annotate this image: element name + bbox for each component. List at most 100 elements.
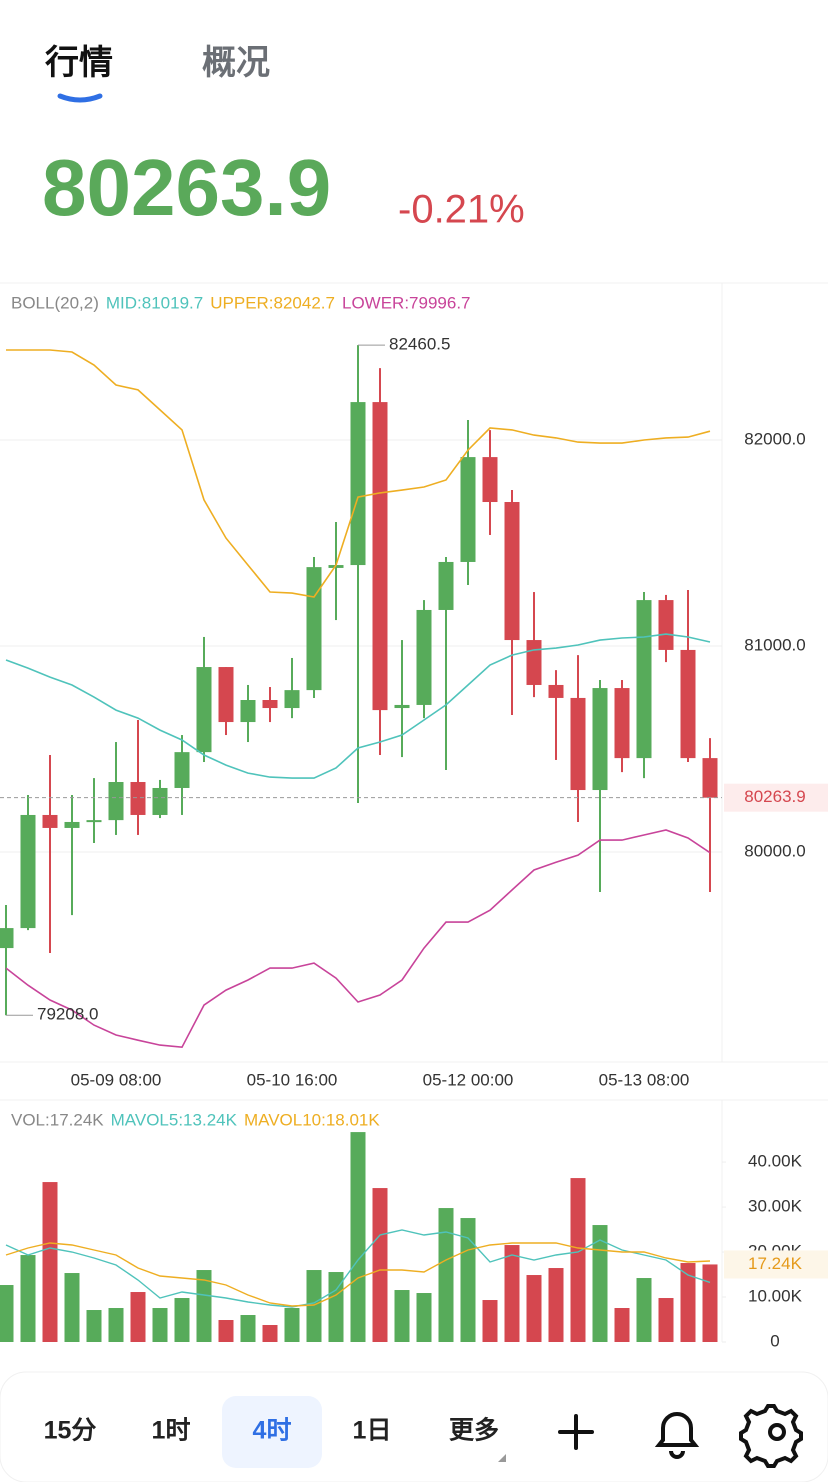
candle-body xyxy=(702,758,718,798)
indicator-line xyxy=(6,349,711,598)
volume-bar xyxy=(504,1245,520,1342)
y-tick-label: 40.00K xyxy=(748,1152,803,1171)
volume-ma-line xyxy=(5,1242,711,1307)
candle-body xyxy=(284,690,300,709)
legend-entry: VOL:17.24K xyxy=(11,1110,104,1129)
volume-bar xyxy=(174,1298,190,1342)
tab[interactable]: 行情 xyxy=(45,44,113,82)
volume-bar xyxy=(372,1188,388,1342)
volume-bar xyxy=(306,1270,322,1342)
timeframe[interactable]: 更多 xyxy=(449,1417,499,1445)
volume-bar xyxy=(548,1268,564,1342)
candle-body xyxy=(570,697,586,791)
indicator-line xyxy=(5,633,711,779)
last-price-label: 80263.9 xyxy=(744,787,805,806)
candle-body xyxy=(20,814,36,929)
timeframe[interactable]: 4时 xyxy=(253,1417,292,1445)
candle-body xyxy=(350,402,366,566)
volume-bar xyxy=(0,1285,14,1342)
candle-body xyxy=(262,700,278,709)
volume-bar xyxy=(526,1275,542,1342)
y-tick-label: 10.00K xyxy=(748,1287,803,1306)
current-volume-bg xyxy=(724,1250,828,1279)
candle-body xyxy=(0,928,14,949)
volume-bar xyxy=(218,1320,234,1342)
legend-entry: BOLL(20,2) xyxy=(11,293,99,312)
timeframe[interactable]: 1日 xyxy=(353,1417,392,1445)
candle-body xyxy=(680,649,696,759)
candle-body xyxy=(218,667,234,723)
extreme-label: 79208.0 xyxy=(37,1005,98,1024)
more-indicator xyxy=(498,1454,506,1462)
volume-bar xyxy=(702,1264,718,1342)
candle-body xyxy=(504,502,520,641)
volume-bar xyxy=(416,1293,432,1342)
legend-entry: MAVOL5:13.24K xyxy=(111,1110,238,1129)
candle-body xyxy=(306,567,322,691)
legend-entry: UPPER:82042.7 xyxy=(210,293,335,312)
tab[interactable]: 概况 xyxy=(202,44,270,82)
volume-bar xyxy=(42,1182,58,1342)
volume-bar xyxy=(658,1298,674,1342)
bell-icon[interactable] xyxy=(654,1412,700,1459)
timeframe[interactable]: 1时 xyxy=(152,1417,191,1445)
toolbar: 15分 1时 4时 1日 更多 xyxy=(0,1371,828,1482)
timeframe[interactable]: 15分 xyxy=(44,1417,97,1445)
extreme-label: 82460.5 xyxy=(389,335,450,354)
volume-bar xyxy=(284,1308,300,1342)
y-tick-label: 80000.0 xyxy=(744,842,805,861)
volume-bar xyxy=(394,1290,410,1342)
candle-body xyxy=(130,782,146,815)
candle-body xyxy=(548,684,564,698)
volume-bar xyxy=(152,1308,168,1342)
candle-body xyxy=(394,704,410,709)
candle-body xyxy=(416,609,432,705)
candle-body xyxy=(658,600,674,650)
x-tick-label: 05-13 08:00 xyxy=(599,1070,690,1089)
volume-ma-line xyxy=(5,1229,711,1308)
candle-body xyxy=(152,787,168,815)
volume-bar xyxy=(614,1308,630,1342)
candle-body xyxy=(372,402,388,711)
candle-body xyxy=(526,640,542,685)
volume-bar xyxy=(592,1225,608,1342)
volume-bar xyxy=(262,1325,278,1342)
x-tick-label: 05-09 08:00 xyxy=(71,1070,162,1089)
volume-bar xyxy=(86,1310,102,1342)
candle-body xyxy=(614,688,630,759)
add-icon[interactable] xyxy=(558,1414,594,1450)
y-tick-label: 82000.0 xyxy=(744,429,805,448)
candle-body xyxy=(636,600,652,759)
tab-underline xyxy=(57,93,103,103)
current-volume-label: 17.24K xyxy=(748,1254,803,1273)
last-price-bg xyxy=(724,783,828,812)
legend-entry: MAVOL10:18.01K xyxy=(244,1110,380,1129)
candle-body xyxy=(592,688,608,791)
candle-body xyxy=(240,700,256,723)
candle-body xyxy=(64,821,80,828)
volume-bar xyxy=(636,1278,652,1342)
candle-body xyxy=(196,667,212,753)
volume-bar xyxy=(240,1315,256,1342)
volume-bar xyxy=(130,1292,146,1342)
candle-body xyxy=(42,814,58,828)
volume-bar xyxy=(350,1132,366,1342)
volume-bar xyxy=(482,1300,498,1342)
volume-bar xyxy=(196,1270,212,1342)
indicator-line xyxy=(5,829,711,1049)
y-tick-label: 81000.0 xyxy=(744,636,805,655)
price: 80263.9 xyxy=(42,143,331,232)
candle-body xyxy=(174,752,190,788)
volume-bar xyxy=(438,1208,454,1342)
candle-body xyxy=(108,782,124,821)
y-tick-label: 0 xyxy=(770,1331,779,1350)
volume-bar xyxy=(108,1308,124,1342)
candle-body xyxy=(86,820,102,823)
x-tick-label: 05-12 00:00 xyxy=(423,1070,514,1089)
legend-entry: LOWER:79996.7 xyxy=(342,293,471,312)
settings-icon[interactable] xyxy=(739,1404,803,1468)
candle-body xyxy=(482,457,498,503)
volume-bar xyxy=(570,1178,586,1342)
toolbar-bg xyxy=(0,1371,828,1482)
